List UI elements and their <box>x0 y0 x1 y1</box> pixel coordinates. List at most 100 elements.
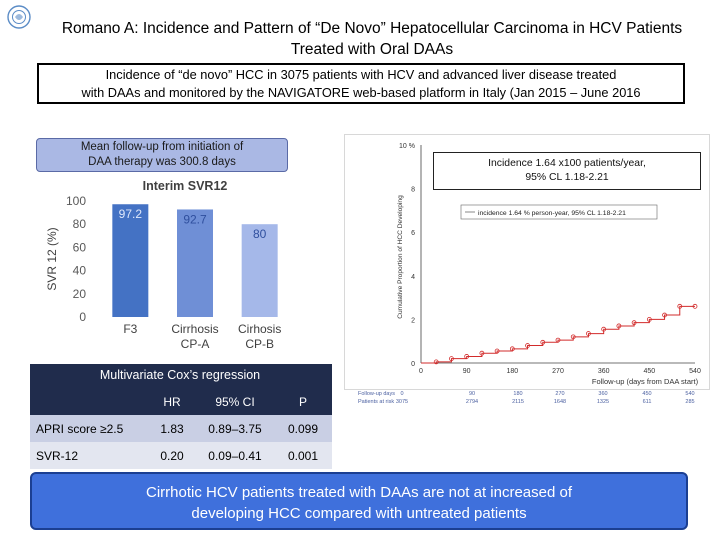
header-ci: 95% CI <box>196 388 274 415</box>
y-tick-label: 8 <box>411 187 415 194</box>
bar <box>241 224 278 317</box>
study-description-box: Incidence of “de novo” HCC in 3075 patie… <box>37 63 685 104</box>
patients-at-risk-table: Follow-up days 0 90 180 270 360 450 540 Patients… <box>358 391 695 405</box>
multivariate-table: HR 95% CI P APRI score ≥2.5 1.83 0.89–3.… <box>30 388 332 469</box>
y-tick-label: 10 % <box>399 143 415 150</box>
category-label: Cirhosis <box>238 322 281 336</box>
x-tick-label: 360 <box>598 368 610 375</box>
row-p: 0.001 <box>274 442 332 469</box>
bar-value-label: 92.7 <box>183 212 207 226</box>
censor-mark <box>662 312 667 318</box>
x-tick-label: 450 <box>643 368 655 375</box>
category-label: F3 <box>123 322 137 336</box>
y-tick-label: 0 <box>79 310 86 324</box>
legend-box <box>460 204 658 220</box>
y-axis-label: SVR 12 (%) <box>45 227 59 290</box>
censor-mark <box>570 334 576 340</box>
censor-mark <box>586 331 591 336</box>
y-tick-label: 40 <box>73 264 87 278</box>
category-label: Cirrhosis <box>171 322 218 336</box>
incidence-line-1: Incidence 1.64 x100 patients/year, <box>488 158 646 169</box>
risk-row-label: Follow-up days <box>358 391 395 397</box>
y-tick-label: 2 <box>411 317 415 324</box>
risk-cell: 3075 <box>396 399 408 405</box>
risk-row-label: Patients at risk <box>358 399 394 405</box>
legend-text: incidence 1.64 % person-year, 95% CL 1.1… <box>478 210 626 217</box>
censor-mark <box>433 359 439 365</box>
risk-cell: 1648 <box>554 399 566 405</box>
title-line-1: Romano A: Incidence and Pattern of “De N… <box>61 20 683 37</box>
x-tick-label: 0 <box>419 368 423 375</box>
y-tick-label: 60 <box>73 240 87 254</box>
risk-cell: 90 <box>469 391 475 397</box>
bar <box>112 204 149 317</box>
page-title: Romano A: Incidence and Pattern of “De N… <box>30 18 714 60</box>
censor-mark <box>494 348 500 354</box>
hcc-cumulative-incidence-chart: 0 2 4 6 8 10 % 0 90 180 270 360 450 540 Follow-up (da… <box>397 143 701 386</box>
y-tick-label: 4 <box>411 274 415 281</box>
bar <box>177 209 213 317</box>
society-logo-icon <box>7 5 31 29</box>
conclusion-line-1: Cirrhotic HCV patients treated with DAAs… <box>145 484 573 501</box>
incidence-line-2: 95% CL 1.18-2.21 <box>525 172 609 183</box>
censor-mark <box>449 356 454 362</box>
header-p: P <box>274 388 332 415</box>
censor-mark <box>646 316 652 322</box>
table-header-row: HR 95% CI P <box>30 388 332 415</box>
risk-cell: 2115 <box>512 399 524 405</box>
censor-mark <box>540 339 546 345</box>
x-tick-label: 540 <box>689 368 701 375</box>
risk-cell: 0 <box>400 391 403 397</box>
y-axis-label: Cumulative Proportion of HCC Developing <box>397 195 404 319</box>
hcc-incidence-chart-panel: 0 2 4 6 8 10 % 0 90 180 270 360 450 540 Follow-up (da… <box>344 134 710 390</box>
censor-mark <box>464 354 470 359</box>
risk-cell: 540 <box>685 391 694 397</box>
x-axis-label: Follow-up (days from DAA start) <box>592 377 699 386</box>
y-tick-label: 0 <box>411 361 415 368</box>
bar-value-label: 80 <box>253 227 267 241</box>
study-description-line-1: Incidence of “de novo” HCC in 3075 patie… <box>105 67 617 82</box>
risk-cell: 611 <box>643 399 652 405</box>
category-label: CP-A <box>181 337 210 351</box>
header-variable <box>30 388 148 415</box>
incidence-callout: Incidence 1.64 x100 patients/year, 95% C… <box>433 152 701 190</box>
x-tick-label: 270 <box>552 368 564 375</box>
table-row: SVR-12 0.20 0.09–0.41 0.001 <box>30 442 332 469</box>
category-label: CP-B <box>245 337 274 351</box>
row-hr: 0.20 <box>148 442 196 469</box>
row-ci: 0.09–0.41 <box>196 442 274 469</box>
censor-mark <box>692 303 698 309</box>
x-tick-label: 180 <box>506 368 518 375</box>
risk-cell: 450 <box>642 391 651 397</box>
conclusion-banner: Cirrhotic HCV patients treated with DAAs… <box>30 472 688 530</box>
followup-line-2: DAA therapy was 300.8 days <box>88 156 236 168</box>
risk-cell: 285 <box>685 399 694 405</box>
km-curve <box>421 305 695 364</box>
followup-line-1: Mean follow-up from initiation of <box>80 141 244 153</box>
censor-mark <box>631 320 637 326</box>
censor-mark <box>509 346 515 352</box>
y-tick-label: 6 <box>411 230 415 237</box>
title-line-2: Treated with Oral DAAs <box>290 41 454 58</box>
row-label: APRI score ≥2.5 <box>30 415 148 442</box>
study-description-line-2: with DAAs and monitored by the NAVIGATOR… <box>81 85 641 100</box>
risk-cell: 270 <box>555 391 564 397</box>
row-p: 0.099 <box>274 415 332 442</box>
censor-mark <box>677 303 683 309</box>
row-label: SVR-12 <box>30 442 148 469</box>
y-tick-label: 80 <box>73 217 87 231</box>
y-tick-label: 100 <box>66 194 86 208</box>
multivariate-title: Multivariate Cox’s regression <box>99 368 261 382</box>
header-hr: HR <box>148 388 196 415</box>
y-tick-label: 20 <box>73 287 87 301</box>
multivariate-title-bar <box>30 364 332 388</box>
risk-cell: 1325 <box>597 399 609 405</box>
chart-title: Interim SVR12 <box>143 179 228 193</box>
censor-mark <box>616 323 622 329</box>
followup-callout: Mean follow-up from initiation of DAA th… <box>36 138 288 172</box>
conclusion-line-2: developing HCC compared with untreated p… <box>191 505 527 522</box>
svr12-bar-chart: Interim SVR12 SVR 12 (%) 0 20 40 60 80 100 97.2 F… <box>45 179 281 351</box>
risk-cell: 360 <box>598 391 607 397</box>
censor-mark <box>525 343 530 348</box>
x-tick-label: 90 <box>463 368 471 375</box>
